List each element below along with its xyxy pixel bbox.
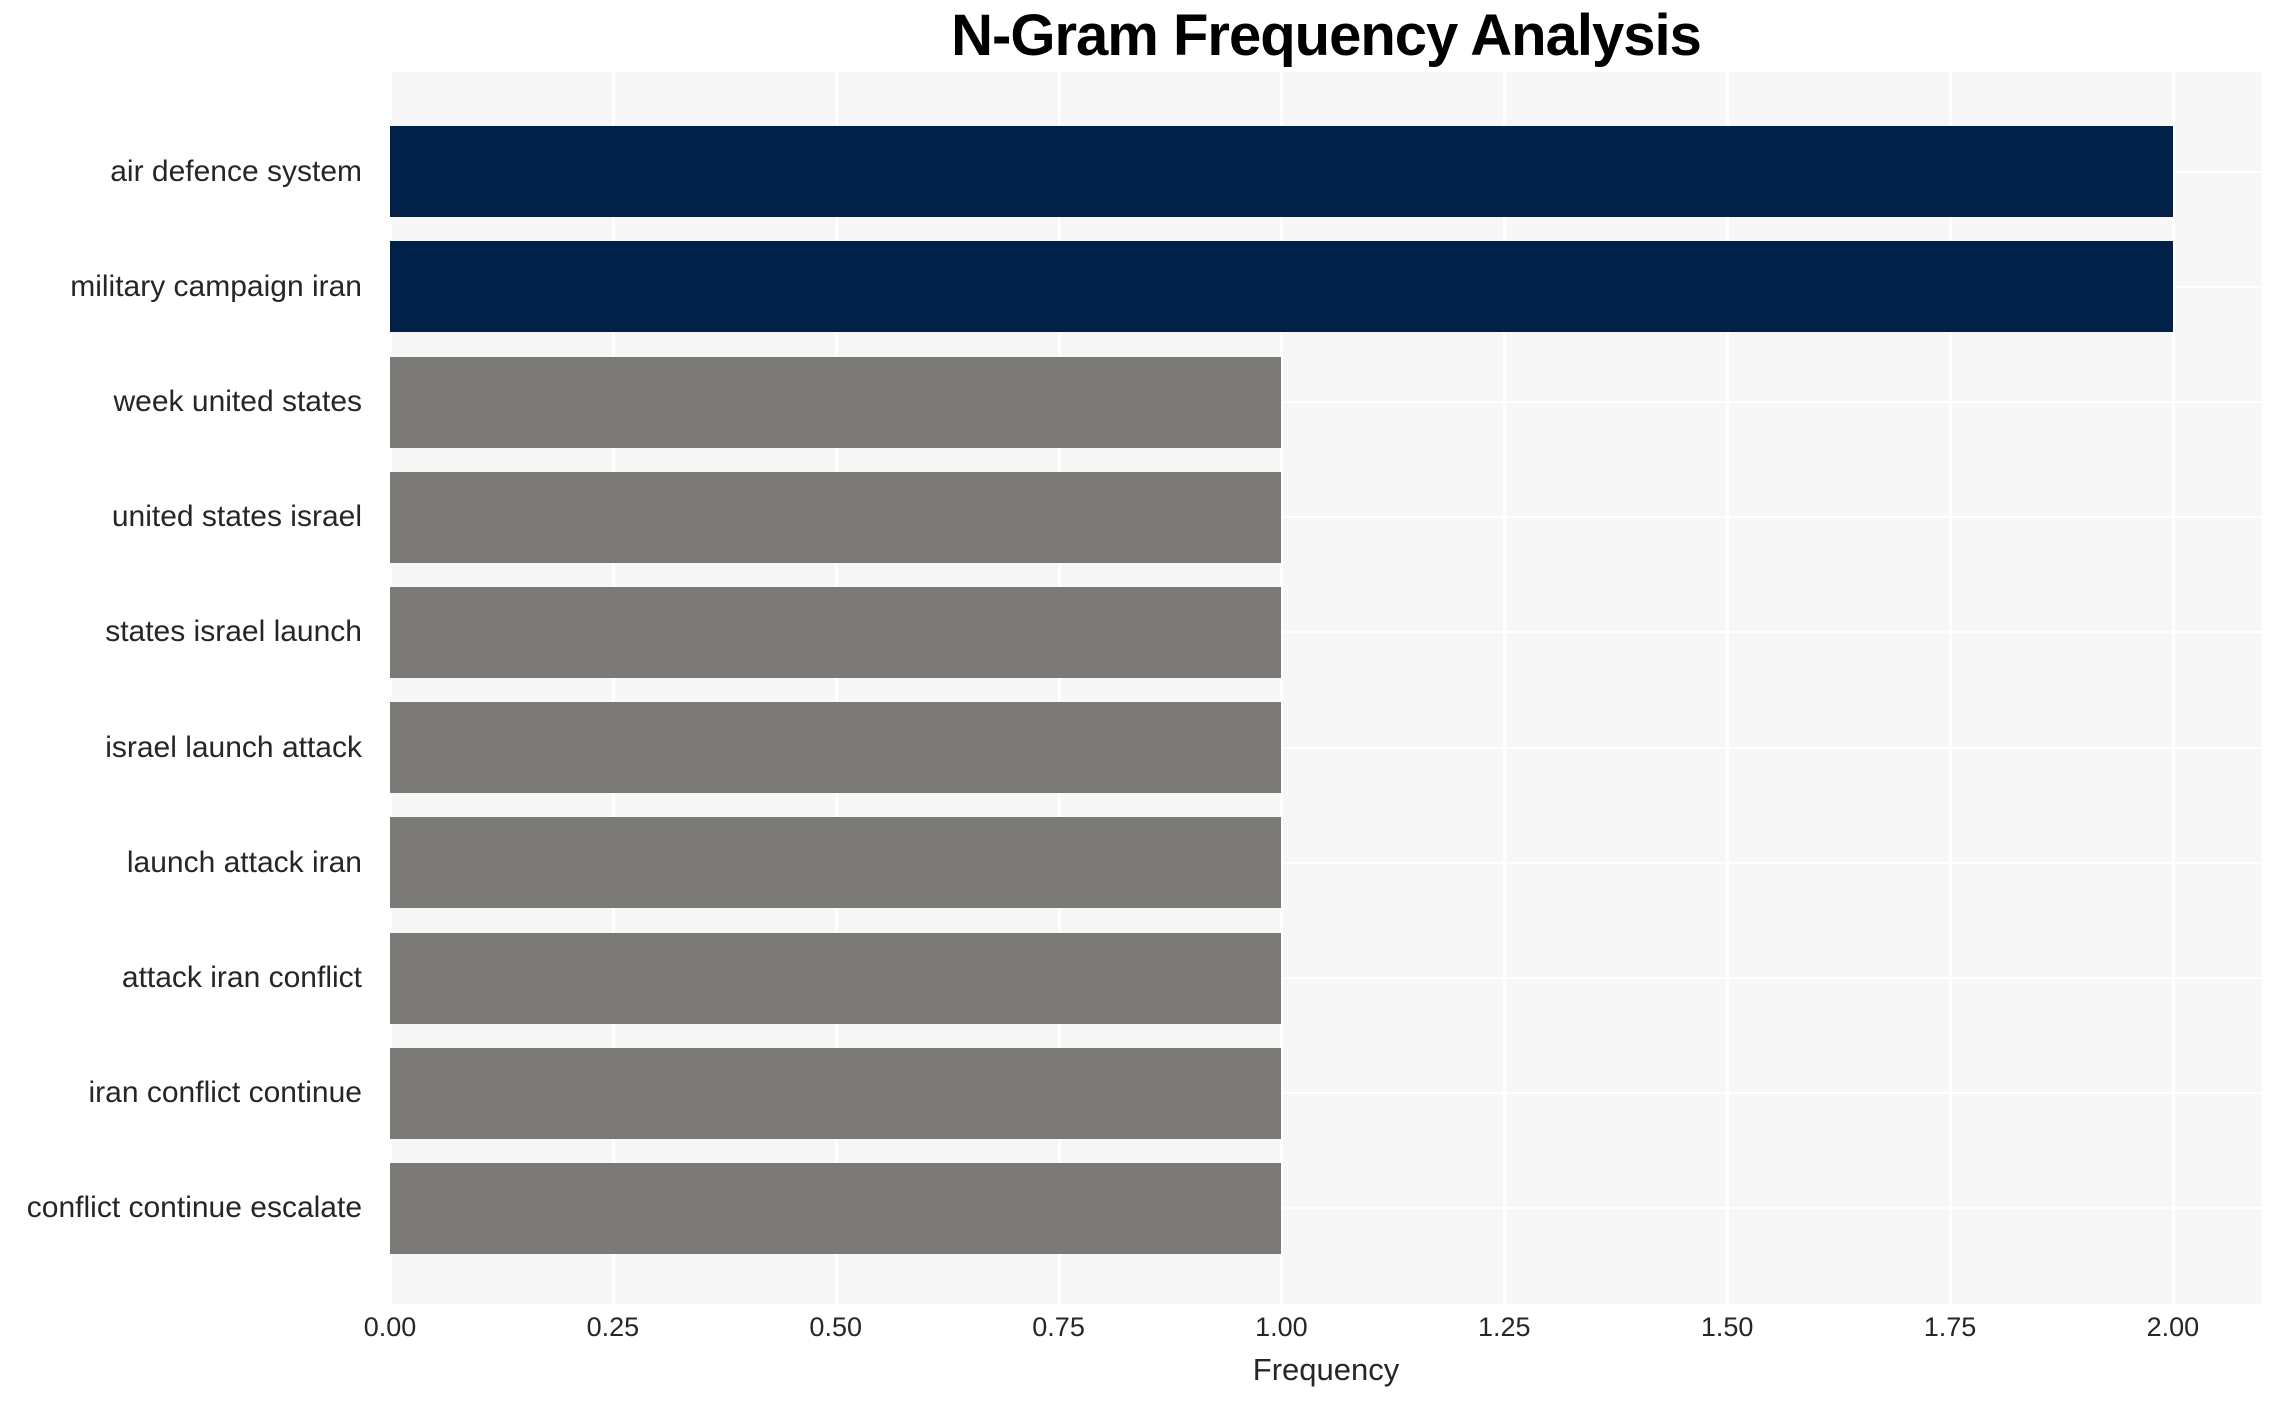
y-tick-label: conflict continue escalate xyxy=(26,1191,362,1225)
y-gridline xyxy=(390,746,2262,749)
x-tick-label: 1.75 xyxy=(1923,1312,1977,1342)
x-gridline-0.00 xyxy=(389,72,392,1304)
x-tick-label: 0.75 xyxy=(1032,1312,1085,1342)
x-axis-title: Frequency xyxy=(1252,1352,1400,1387)
bar-attack-iran-conflict[interactable] xyxy=(390,932,1282,1024)
bar-week-united-states[interactable] xyxy=(390,356,1282,448)
bar-israel-launch-attack[interactable] xyxy=(390,702,1282,794)
y-tick-label: states israel launch xyxy=(105,615,362,649)
y-gridline xyxy=(390,1207,2262,1210)
x-gridline-1.00 xyxy=(1280,72,1284,1304)
x-gridline-1.50 xyxy=(1726,72,1730,1304)
y-tick-label: israel launch attack xyxy=(105,730,362,764)
y-gridline xyxy=(390,1092,2262,1095)
chart-title: N-Gram Frequency Analysis xyxy=(951,3,1702,68)
x-gridline-2.00 xyxy=(2171,72,2175,1304)
x-axis-ticks: 0.00 0.25 0.50 0.75 1.00 1.25 1.50 1.75 2.00 xyxy=(364,1312,2262,1348)
y-tick-label: military campaign iran xyxy=(70,269,362,303)
bar-iran-conflict-continue[interactable] xyxy=(390,1047,1282,1139)
y-gridline xyxy=(390,516,2262,519)
y-tick-label: launch attack iran xyxy=(126,845,362,879)
x-tick-label: 2.00 xyxy=(2146,1312,2200,1342)
y-tick-label: air defence system xyxy=(110,154,362,188)
x-tick-label: 0.00 xyxy=(363,1312,417,1342)
x-tick-label: 1.00 xyxy=(1255,1312,1308,1342)
bar-united-states-israel[interactable] xyxy=(390,471,1282,563)
bar-military-campaign-iran[interactable] xyxy=(390,241,2173,333)
y-tick-label: week united states xyxy=(113,385,362,418)
bar-air-defence-system[interactable] xyxy=(390,126,2173,218)
x-gridline-0.50 xyxy=(834,72,838,1304)
y-tick-label: iran conflict continue xyxy=(88,1076,363,1110)
y-axis-category-labels: air defence system military campaign iran… xyxy=(0,72,376,1304)
x-tick-label: 1.25 xyxy=(1478,1312,1531,1342)
x-gridline-1.75 xyxy=(1949,72,1952,1304)
x-gridline-1.25 xyxy=(1503,72,1507,1304)
x-tick-label: 0.25 xyxy=(586,1312,640,1342)
y-gridline xyxy=(390,631,2262,634)
x-tick-label: 1.50 xyxy=(1700,1312,1754,1342)
x-gridline-0.25 xyxy=(611,72,615,1304)
y-tick-label: united states israel xyxy=(111,500,362,534)
y-gridline xyxy=(390,977,2262,979)
bar-conflict-continue-escalate[interactable] xyxy=(390,1162,1282,1254)
x-gridline-0.75 xyxy=(1057,72,1061,1304)
y-gridline xyxy=(390,401,2262,403)
y-tick-label: attack iran conflict xyxy=(121,961,362,994)
plot-area xyxy=(389,72,2262,1304)
bar-launch-attack-iran[interactable] xyxy=(390,817,1282,909)
bar-states-israel-launch[interactable] xyxy=(390,586,1282,678)
x-tick-label: 0.50 xyxy=(809,1312,862,1342)
y-gridline xyxy=(390,861,2262,864)
